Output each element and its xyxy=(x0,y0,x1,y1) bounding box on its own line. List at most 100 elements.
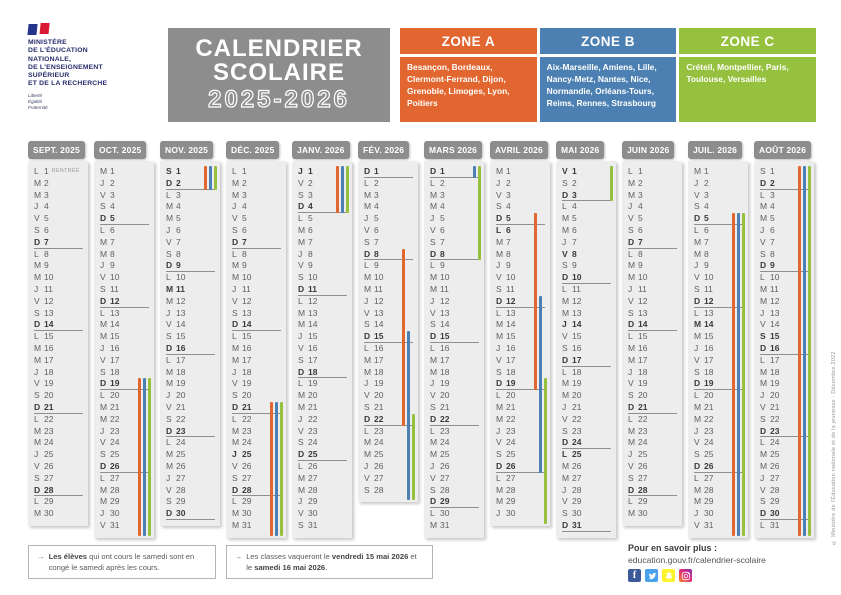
day-number: 26 xyxy=(638,460,648,471)
day-number: 10 xyxy=(506,272,516,283)
weekday-letter: M xyxy=(628,177,636,188)
weekday-letter: J xyxy=(100,260,105,271)
weekday-letter: M xyxy=(232,189,240,200)
day-row: M 21 xyxy=(298,402,347,414)
day-row: L 10 xyxy=(760,272,809,284)
weekday-letter: D xyxy=(694,295,701,306)
zone-c-header: ZONE C xyxy=(679,28,817,54)
day-number: 1 xyxy=(440,166,445,176)
ministry-line: DE L'ÉDUCATION xyxy=(28,47,88,55)
day-row: S 13 xyxy=(232,308,281,320)
weekday-letter: M xyxy=(430,272,438,283)
footnote-may-bridge: → Les classes vaqueront le vendredi 15 ma… xyxy=(225,545,434,579)
weekday-letter: M xyxy=(166,366,174,377)
day-number: 10 xyxy=(176,272,186,283)
day-number: 9 xyxy=(506,260,511,271)
day-number: 19 xyxy=(770,378,780,389)
day-row: L 22 xyxy=(628,414,677,426)
day-row: J 29 xyxy=(298,496,347,508)
weekday-letter: V xyxy=(562,166,568,176)
day-number: 25 xyxy=(44,449,54,460)
day-number: 14 xyxy=(110,319,120,330)
weekday-letter: V xyxy=(628,378,634,389)
day-number: 13 xyxy=(308,307,318,318)
weekday-letter: V xyxy=(760,401,766,412)
day-row: M 21 xyxy=(496,402,545,414)
weekday-letter: L xyxy=(496,224,502,235)
weekday-letter: V xyxy=(430,224,436,235)
day-row: D 30 xyxy=(166,508,215,520)
day-row: L 30 xyxy=(430,508,479,520)
weekday-letter: D xyxy=(430,248,437,259)
day-row: V 17 xyxy=(694,355,743,367)
weekday-letter: M xyxy=(232,508,240,519)
weekday-letter: M xyxy=(364,201,372,212)
day-row: J 18 xyxy=(232,367,281,379)
weekday-letter: V xyxy=(694,519,700,530)
day-row: M 29 xyxy=(496,496,545,508)
twitter-icon[interactable] xyxy=(645,569,658,582)
day-number: 12 xyxy=(176,295,186,306)
day-row: M 10 xyxy=(232,272,281,284)
weekday-letter: L xyxy=(694,307,699,318)
month-grid: M 1 J 2 V 3 S 4 D 5 L 6 M 7 M 8 J 9 V 10 S 11 D 12 L 13 M 14 M 15 J 16 V… xyxy=(94,161,154,538)
weekday-letter: M xyxy=(628,272,636,283)
day-number: 9 xyxy=(374,260,379,271)
weekday-letter: M xyxy=(364,366,372,377)
weekday-letter: S xyxy=(562,425,568,436)
day-number: 10 xyxy=(242,272,252,283)
day-row: L 13 xyxy=(100,308,149,320)
snapchat-icon[interactable] xyxy=(662,569,675,582)
day-number: 2 xyxy=(572,177,577,188)
holiday-bar-zone-b xyxy=(472,166,476,178)
day-number: 24 xyxy=(638,437,648,448)
day-number: 20 xyxy=(704,390,714,401)
month-header: AOÛT 2026 xyxy=(754,141,812,159)
facebook-icon[interactable]: f xyxy=(628,569,641,582)
day-row: M 11 xyxy=(430,284,479,296)
weekday-letter: V xyxy=(628,295,634,306)
instagram-icon[interactable] xyxy=(679,569,692,582)
holiday-bar-zone-b xyxy=(802,166,806,536)
day-row: L 24 xyxy=(166,437,215,449)
weekday-letter: L xyxy=(298,460,303,471)
day-number: 31 xyxy=(704,519,714,530)
day-row: V 26 xyxy=(34,461,83,473)
day-row: J 23 xyxy=(694,426,743,438)
day-number: 30 xyxy=(638,508,648,519)
day-row: S 21 xyxy=(364,402,413,414)
weekday-letter: V xyxy=(430,472,436,483)
weekday-letter: M xyxy=(694,331,702,342)
month-header: AVRIL 2026 xyxy=(490,141,548,159)
weekday-letter: M xyxy=(562,213,570,224)
weekday-letter: L xyxy=(166,189,171,200)
weekday-letter: M xyxy=(562,378,570,389)
day-row: L 18 xyxy=(562,367,611,379)
day-number: 6 xyxy=(572,224,577,235)
day-number: 19 xyxy=(440,378,450,389)
day-row: J 12 xyxy=(364,296,413,308)
weekday-letter: S xyxy=(298,519,304,530)
calendar-url-link[interactable]: education.gouv.fr/calendrier-scolaire xyxy=(628,555,766,565)
day-row: L 20 xyxy=(100,390,149,402)
weekday-letter: M xyxy=(100,236,108,247)
day-number: 19 xyxy=(242,378,252,389)
holiday-bar-zone-b xyxy=(142,378,146,536)
weekday-letter: L xyxy=(298,295,303,306)
day-row: J 11 xyxy=(628,284,677,296)
weekday-letter: D xyxy=(34,319,41,330)
weekday-letter: L xyxy=(34,496,39,507)
